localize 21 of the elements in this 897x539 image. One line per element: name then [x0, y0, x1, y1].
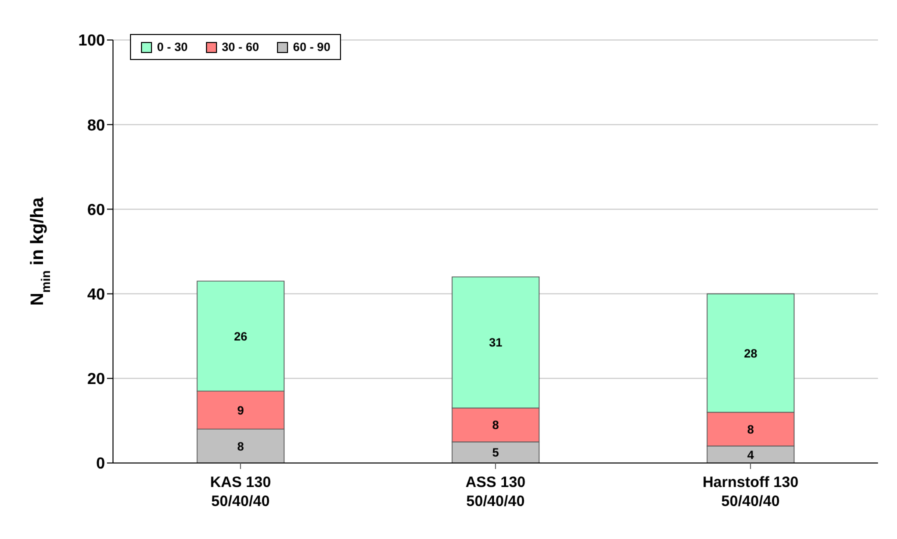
- data-label: 5: [492, 446, 500, 460]
- data-label: 8: [492, 418, 500, 432]
- legend-label: 0 - 30: [156, 40, 188, 54]
- x-tick-label: Harnstoff 130 50/40/40: [702, 474, 798, 510]
- data-label: 4: [747, 448, 754, 462]
- y-tick-label: 100: [78, 32, 106, 50]
- y-tick-label: 60: [87, 202, 106, 219]
- data-label: 9: [237, 403, 244, 418]
- data-label: 8: [237, 439, 244, 454]
- y-tick-label: 40: [87, 286, 106, 304]
- legend-label: 30 - 60: [220, 40, 260, 54]
- y-tick-label: 0: [96, 456, 106, 473]
- data-label: 31: [488, 336, 503, 350]
- x-tick-label: ASS 130 50/40/40: [465, 474, 526, 510]
- data-label: 26: [234, 329, 248, 344]
- x-tick-label: KAS 130 50/40/40: [210, 474, 271, 510]
- y-tick-label: 20: [87, 371, 106, 388]
- data-label: 8: [747, 422, 754, 436]
- data-label: 28: [744, 346, 758, 360]
- legend-label: 60 - 90: [292, 40, 330, 54]
- y-tick-label: 80: [87, 117, 106, 134]
